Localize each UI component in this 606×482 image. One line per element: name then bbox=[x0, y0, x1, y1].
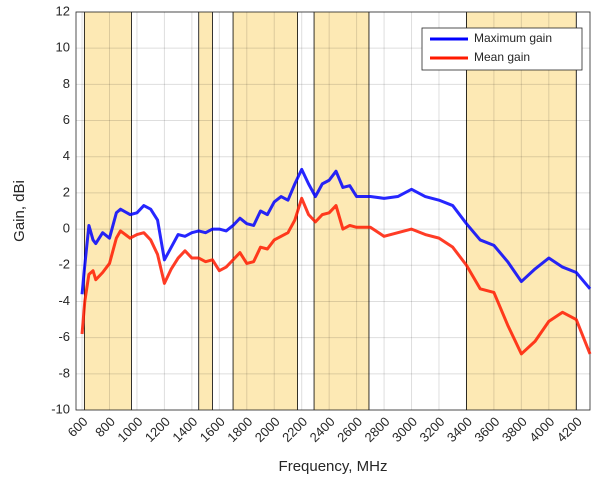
y-tick-label: 8 bbox=[63, 76, 70, 91]
x-tick-label: 1400 bbox=[169, 414, 200, 445]
y-tick-label: 12 bbox=[56, 3, 70, 18]
x-tick-label: 2600 bbox=[334, 414, 365, 445]
x-tick-label: 2000 bbox=[252, 414, 283, 445]
x-tick-label: 2400 bbox=[307, 414, 338, 445]
x-tick-label: 1600 bbox=[197, 414, 228, 445]
x-tick-label: 600 bbox=[65, 414, 91, 440]
y-tick-label: -6 bbox=[58, 329, 70, 344]
band bbox=[466, 12, 577, 410]
band bbox=[233, 12, 298, 410]
y-tick-label: 6 bbox=[63, 112, 70, 127]
x-tick-label: 3600 bbox=[471, 414, 502, 445]
x-tick-label: 800 bbox=[92, 414, 118, 440]
band bbox=[198, 12, 213, 410]
x-tick-label: 3800 bbox=[499, 414, 530, 445]
x-tick-label: 2800 bbox=[362, 414, 393, 445]
series-line bbox=[80, 167, 592, 295]
x-tick-label: 4000 bbox=[526, 414, 557, 445]
series-line bbox=[80, 196, 592, 356]
y-tick-label: -10 bbox=[51, 401, 70, 416]
plot-frame bbox=[75, 11, 591, 411]
y-tick-label: -4 bbox=[58, 293, 70, 308]
x-tick-label: 3200 bbox=[416, 414, 447, 445]
legend-label: Mean gain bbox=[474, 50, 530, 64]
y-tick-label: 4 bbox=[63, 148, 70, 163]
legend-box bbox=[421, 27, 583, 71]
y-tick-label: 2 bbox=[63, 184, 70, 199]
y-tick-label: 10 bbox=[56, 40, 70, 55]
y-tick-label: 0 bbox=[63, 221, 70, 236]
x-tick-label: 1200 bbox=[142, 414, 173, 445]
x-tick-label: 2200 bbox=[279, 414, 310, 445]
legend-label: Maximum gain bbox=[474, 31, 552, 45]
x-tick-label: 1000 bbox=[114, 414, 145, 445]
x-tick-label: 4200 bbox=[554, 414, 585, 445]
y-axis-label: Gain, dBi bbox=[11, 180, 28, 242]
x-tick-label: 3000 bbox=[389, 414, 420, 445]
y-tick-label: -8 bbox=[58, 365, 70, 380]
band bbox=[314, 12, 369, 410]
x-axis-label: Frequency, MHz bbox=[279, 458, 388, 475]
x-tick-label: 3400 bbox=[444, 414, 475, 445]
y-tick-label: -2 bbox=[58, 257, 70, 272]
x-tick-label: 1800 bbox=[224, 414, 255, 445]
